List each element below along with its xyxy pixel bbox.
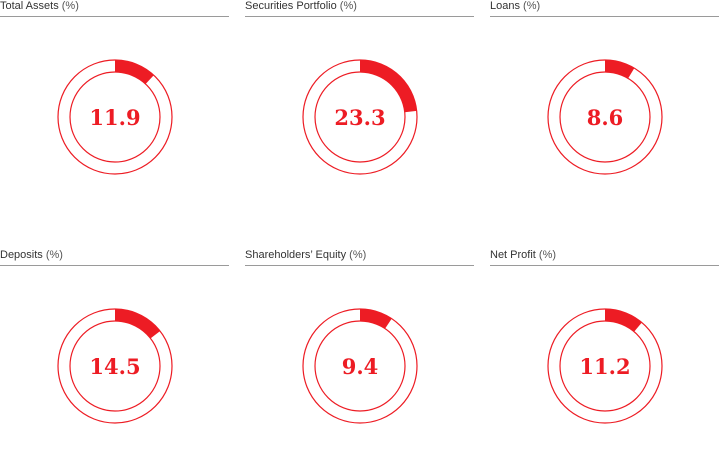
title-unit: (%): [538, 249, 557, 261]
title-rule: [245, 265, 474, 266]
panel-deposits: Deposits (%) 14.5: [0, 249, 229, 461]
title-rule: [490, 16, 719, 17]
donut-slice: [115, 60, 154, 85]
donut-slice: [115, 309, 161, 339]
donut-value-label: 14.5: [89, 354, 140, 379]
donut-slice: [360, 60, 417, 113]
donut-value-label: 9.4: [342, 354, 379, 379]
donut-chart: 11.9: [50, 52, 180, 182]
donut-chart: 9.4: [295, 301, 425, 431]
title-unit: (%): [523, 0, 541, 12]
title-unit: (%): [349, 249, 367, 261]
donut-chart: 14.5: [50, 301, 180, 431]
title-text: Loans: [490, 0, 520, 12]
donut-slice: [605, 60, 635, 79]
donut-svg: 8.6: [547, 59, 663, 175]
title-rule: [245, 16, 474, 17]
title-text: Securities Portfolio: [245, 0, 337, 12]
panel-title: Loans (%): [490, 0, 540, 12]
donut-value-label: 8.6: [587, 105, 624, 130]
title-text: Total Assets: [0, 0, 59, 12]
donut-chart: 23.3: [295, 52, 425, 182]
panel-total-assets: Total Assets (%) 11.9: [0, 0, 229, 212]
panel-net-profit: Net Profit (%) 11.2: [490, 249, 719, 461]
panel-loans: Loans (%) 8.6: [490, 0, 719, 212]
donut-value-label: 11.2: [579, 354, 630, 379]
panel-title: Shareholders’ Equity (%): [245, 249, 366, 261]
donut-svg: 11.9: [57, 59, 173, 175]
donut-slice: [605, 309, 642, 332]
donut-svg: 23.3: [302, 59, 418, 175]
title-rule: [0, 265, 229, 266]
donut-svg: 14.5: [57, 308, 173, 424]
title-rule: [0, 16, 229, 17]
panel-title: Net Profit (%): [490, 249, 556, 261]
donut-value-label: 11.9: [89, 105, 140, 130]
donut-svg: 11.2: [547, 308, 663, 424]
donut-slice: [360, 309, 392, 329]
title-text: Shareholders’ Equity: [245, 249, 347, 261]
panel-title: Deposits (%): [0, 249, 63, 261]
title-unit: (%): [45, 249, 63, 261]
title-unit: (%): [339, 0, 357, 12]
panel-title: Total Assets (%): [0, 0, 79, 12]
donut-svg: 9.4: [302, 308, 418, 424]
title-unit: (%): [61, 0, 79, 12]
title-text: Deposits: [0, 249, 43, 261]
donut-chart: 8.6: [540, 52, 670, 182]
panel-shareholders-equity: Shareholders’ Equity (%) 9.4: [245, 249, 474, 461]
panel-title: Securities Portfolio (%): [245, 0, 357, 12]
panel-securities-portfolio: Securities Portfolio (%) 23.3: [245, 0, 474, 212]
title-text: Net Profit: [490, 249, 536, 261]
donut-value-label: 23.3: [334, 105, 385, 130]
donut-chart: 11.2: [540, 301, 670, 431]
title-rule: [490, 265, 719, 266]
